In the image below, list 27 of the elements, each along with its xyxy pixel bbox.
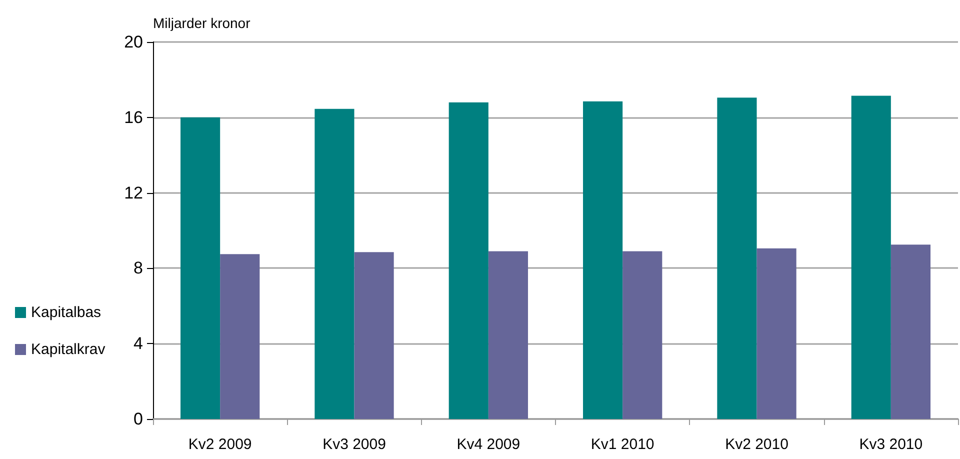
bar xyxy=(314,108,354,419)
y-tick-label: 16 xyxy=(124,108,143,127)
bar xyxy=(756,248,796,419)
legend-label: Kapitalkrav xyxy=(31,341,106,358)
x-tick-label: Kv3 2010 xyxy=(859,436,923,453)
bar xyxy=(622,251,662,419)
bar xyxy=(583,101,623,419)
x-tick-label: Kv1 2010 xyxy=(590,436,654,453)
x-tick-label: Kv2 2010 xyxy=(725,436,788,453)
y-tick-label: 20 xyxy=(124,32,143,52)
y-tick-label: 8 xyxy=(134,258,143,278)
y-tick-label: 4 xyxy=(134,334,143,354)
x-tick-label: Kv2 2009 xyxy=(188,436,252,453)
bar xyxy=(488,251,528,419)
bar xyxy=(851,96,891,419)
bar xyxy=(354,252,394,419)
y-axis-title: Miljarder kronor xyxy=(153,15,251,31)
bar xyxy=(220,254,260,419)
bar xyxy=(448,102,488,419)
y-tick-label: 0 xyxy=(134,410,143,428)
bar xyxy=(180,117,220,419)
x-tick-label: Kv4 2009 xyxy=(456,436,520,453)
legend-label: Kapitalbas xyxy=(31,304,102,321)
y-tick-label: 12 xyxy=(124,183,143,202)
x-tick-label: Kv3 2009 xyxy=(322,436,386,453)
bar xyxy=(890,244,930,419)
bar xyxy=(717,98,757,419)
